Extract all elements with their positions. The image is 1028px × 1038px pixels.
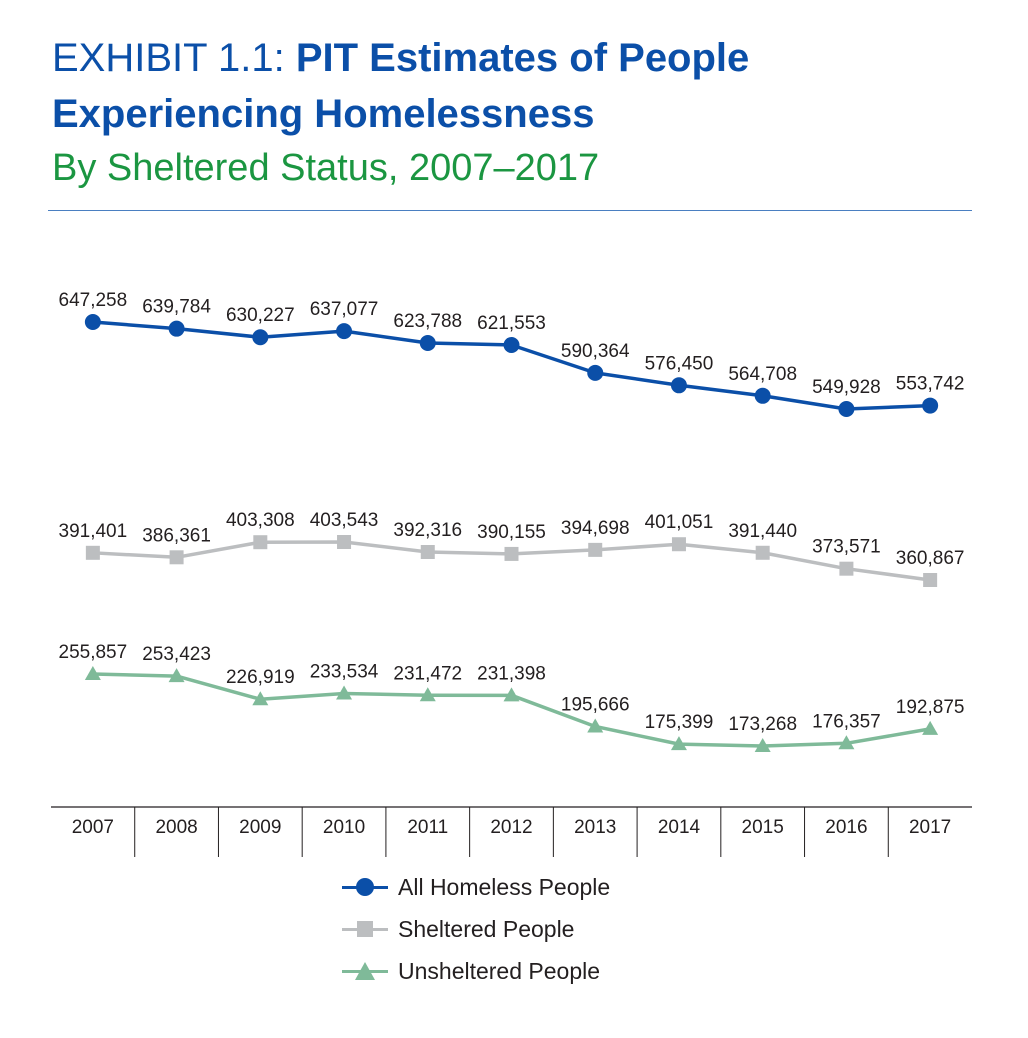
data-label: 621,553 [477, 313, 546, 334]
data-point [754, 738, 771, 752]
data-label: 623,788 [393, 311, 462, 332]
data-label: 386,361 [142, 525, 211, 546]
data-label: 255,857 [59, 642, 128, 663]
x-tick-label: 2008 [155, 817, 197, 838]
legend-label: Sheltered People [398, 915, 575, 942]
data-point [922, 720, 939, 735]
title-line-1: EXHIBIT 1.1: PIT Estimates of People [52, 30, 992, 86]
chart-title-part-2: Experiencing Homelessness [52, 92, 595, 136]
data-point [755, 545, 770, 560]
data-label: 394,698 [561, 518, 630, 539]
legend-label: All Homeless People [398, 873, 611, 900]
data-label: 403,308 [226, 510, 295, 531]
data-label: 391,440 [728, 521, 797, 542]
data-label: 253,423 [142, 644, 211, 665]
legend-swatch-triangle [342, 961, 388, 981]
header-divider [48, 210, 972, 211]
data-point [503, 336, 520, 353]
data-label: 590,364 [561, 341, 630, 362]
data-point [419, 334, 436, 351]
data-label: 391,401 [59, 521, 128, 542]
data-label: 564,708 [728, 364, 797, 385]
legend-item-unsheltered: Unsheltered People [342, 950, 610, 992]
data-label: 637,077 [310, 299, 379, 320]
data-point [503, 687, 520, 702]
series-line [92, 672, 931, 748]
data-label: 373,571 [812, 537, 881, 558]
data-point [168, 320, 185, 337]
data-point [253, 535, 268, 550]
data-point [671, 537, 686, 552]
legend-item-all-homeless: All Homeless People [342, 866, 610, 908]
data-point [670, 377, 687, 394]
data-label: 175,399 [645, 712, 714, 733]
legend-item-sheltered: Sheltered People [342, 908, 610, 950]
data-point [839, 561, 854, 576]
data-point [336, 323, 353, 340]
x-tick-label: 2010 [323, 817, 365, 838]
data-point [587, 718, 604, 733]
data-point [252, 329, 269, 346]
data-label: 549,928 [812, 377, 881, 398]
data-point [670, 736, 687, 751]
data-label: 576,450 [645, 353, 714, 374]
data-point [337, 535, 352, 549]
data-label: 195,666 [561, 694, 630, 715]
data-label: 360,867 [896, 548, 965, 569]
data-label: 231,398 [477, 663, 546, 684]
chart-header: EXHIBIT 1.1: PIT Estimates of People Exp… [52, 30, 992, 194]
data-point [922, 397, 939, 414]
data-label: 639,784 [142, 297, 211, 318]
data-point [420, 544, 435, 559]
data-point [85, 545, 100, 560]
data-label: 173,268 [728, 714, 797, 735]
legend-label: Unsheltered People [398, 957, 601, 984]
series-line [92, 320, 931, 411]
data-label: 176,357 [812, 711, 881, 732]
data-point [168, 668, 185, 683]
x-tick-label: 2011 [407, 817, 448, 838]
x-tick-label: 2017 [909, 817, 951, 838]
data-point [588, 542, 603, 557]
data-point [838, 735, 855, 750]
x-tick-label: 2014 [658, 817, 701, 838]
data-label: 403,543 [310, 510, 379, 531]
x-tick-label: 2016 [825, 817, 867, 838]
data-point [504, 546, 519, 561]
x-tick-label: 2013 [574, 817, 616, 838]
data-label: 647,258 [59, 290, 128, 311]
x-tick-label: 2009 [239, 817, 281, 838]
legend-swatch-circle [342, 877, 388, 897]
data-point [336, 685, 353, 700]
data-label: 392,316 [393, 520, 462, 541]
data-point [84, 666, 101, 680]
x-tick-label: 2007 [72, 817, 114, 838]
chart-legend: All Homeless People Sheltered People Uns… [342, 866, 610, 992]
data-label: 226,919 [226, 667, 295, 688]
data-point [252, 691, 269, 706]
data-point [923, 573, 938, 587]
data-point [587, 364, 604, 381]
x-tick-label: 2015 [742, 817, 784, 838]
data-label: 192,875 [896, 697, 965, 718]
data-label: 401,051 [645, 512, 714, 533]
data-point [84, 314, 101, 330]
data-label: 390,155 [477, 522, 546, 543]
chart-title-part-1: PIT Estimates of People [295, 36, 750, 80]
data-point [838, 401, 855, 417]
x-tick-label: 2012 [490, 817, 532, 838]
chart-subtitle: By Sheltered Status, 2007–2017 [52, 147, 600, 189]
data-label: 630,227 [226, 305, 295, 326]
legend-swatch-square [342, 919, 388, 939]
data-label: 231,472 [393, 663, 462, 684]
data-label: 553,742 [896, 374, 965, 395]
exhibit-label: EXHIBIT 1.1: [52, 36, 285, 80]
data-point [169, 550, 184, 565]
data-point [754, 387, 771, 404]
data-point [419, 687, 436, 702]
data-label: 233,534 [310, 661, 379, 682]
